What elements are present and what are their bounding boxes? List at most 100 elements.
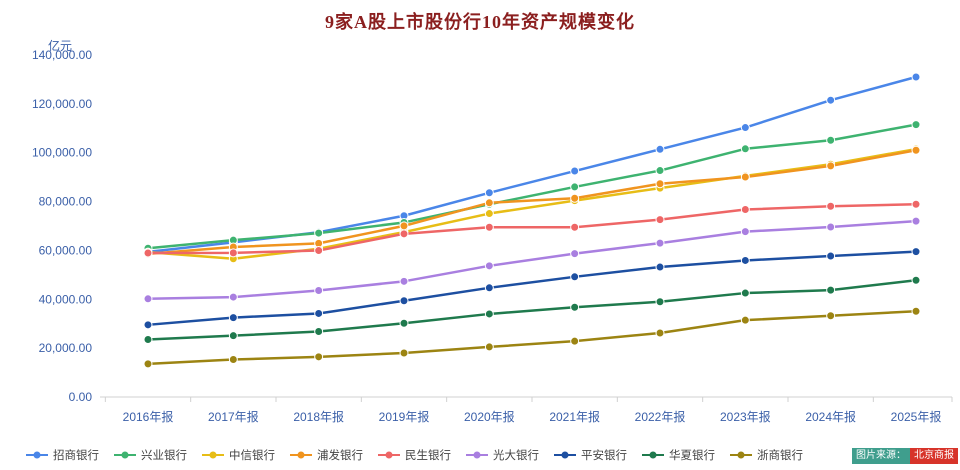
series-point: [484, 222, 494, 232]
series-point: [826, 95, 836, 105]
series-point: [655, 179, 665, 189]
y-axis-unit-label: 亿元: [48, 39, 73, 53]
series-line-光大银行: [146, 219, 918, 301]
series-point: [740, 205, 750, 215]
series-point: [570, 182, 580, 192]
legend-label: 招商银行: [53, 450, 99, 462]
series-point: [826, 201, 836, 211]
series-point: [655, 166, 665, 176]
series-point: [826, 285, 836, 295]
series-point: [143, 248, 153, 258]
series-point: [911, 145, 921, 155]
series-point: [570, 249, 580, 259]
series-point: [314, 352, 324, 362]
legend-item-浙商银行: 浙商银行: [730, 447, 803, 463]
series-point: [911, 120, 921, 130]
legend-label: 平安银行: [581, 450, 627, 462]
legend-item-平安银行: 平安银行: [554, 447, 627, 463]
x-tick-label: 2020年报: [464, 409, 515, 424]
series-line-浙商银行: [146, 310, 918, 366]
series-point: [826, 311, 836, 321]
watermark: 图片来源： 北京商报: [852, 448, 958, 464]
series-point: [399, 296, 409, 306]
y-tick-label: 0.00: [69, 390, 93, 404]
series-line-华夏银行: [146, 278, 918, 341]
series-point: [655, 238, 665, 248]
series-point: [228, 313, 238, 323]
series-point: [826, 135, 836, 145]
x-tick-label: 2024年报: [805, 409, 856, 424]
legend-marker-icon: [466, 451, 488, 459]
series-point: [740, 315, 750, 325]
series-point: [314, 285, 324, 295]
y-tick-label: 60,000.00: [39, 243, 93, 257]
series-point: [399, 348, 409, 358]
chart-legend: 招商银行 兴业银行 中信银行 浦发银行 民生银行 光大银行 平安银行 华夏银行 浙商银行: [26, 447, 803, 463]
x-tick-label: 2018年报: [293, 409, 344, 424]
series-point: [399, 318, 409, 328]
legend-item-招商银行: 招商银行: [26, 447, 99, 463]
series-point: [826, 161, 836, 171]
series-point: [484, 209, 494, 219]
series-line-中信银行: [146, 147, 918, 260]
series-point: [911, 247, 921, 257]
y-tick-label: 40,000.00: [39, 292, 93, 306]
watermark-source-label: 图片来源：: [852, 448, 910, 464]
series-point: [484, 261, 494, 271]
series-point: [570, 222, 580, 232]
series-point: [143, 320, 153, 330]
series-point: [911, 306, 921, 316]
series-point: [826, 222, 836, 232]
legend-item-华夏银行: 华夏银行: [642, 447, 715, 463]
y-tick-label: 120,000.00: [32, 97, 92, 111]
legend-label: 华夏银行: [669, 450, 715, 462]
series-point: [740, 123, 750, 133]
series-point: [228, 355, 238, 365]
series-point: [399, 229, 409, 239]
legend-marker-icon: [554, 451, 576, 459]
series-point: [655, 328, 665, 338]
series-point: [655, 144, 665, 154]
series-point: [484, 188, 494, 198]
series-point: [740, 288, 750, 298]
series-point: [484, 309, 494, 319]
legend-item-中信银行: 中信银行: [202, 447, 275, 463]
series-point: [570, 166, 580, 176]
legend-marker-icon: [642, 451, 664, 459]
series-point: [655, 297, 665, 307]
legend-marker-icon: [202, 451, 224, 459]
series-point: [143, 294, 153, 304]
series-point: [399, 221, 409, 231]
x-tick-label: 2022年报: [635, 409, 686, 424]
series-point: [399, 276, 409, 286]
series-point: [314, 308, 324, 318]
series-point: [570, 193, 580, 203]
series-point: [911, 72, 921, 82]
series-point: [228, 331, 238, 341]
series-line-招商银行: [146, 75, 918, 254]
series-point: [143, 334, 153, 344]
x-tick-label: 2023年报: [720, 409, 771, 424]
y-tick-label: 140,000.00: [32, 48, 92, 62]
legend-label: 兴业银行: [141, 450, 187, 462]
series-point: [570, 272, 580, 282]
y-tick-label: 20,000.00: [39, 341, 93, 355]
legend-item-光大银行: 光大银行: [466, 447, 539, 463]
series-point: [570, 302, 580, 312]
legend-item-兴业银行: 兴业银行: [114, 447, 187, 463]
legend-label: 光大银行: [493, 450, 539, 462]
x-tick-label: 2021年报: [549, 409, 600, 424]
series-point: [143, 359, 153, 369]
series-point: [484, 283, 494, 293]
series-point: [911, 275, 921, 285]
line-chart: 0.00 20,000.00 40,000.00 60,000.00 80,000.00…: [32, 48, 953, 424]
series-point: [740, 144, 750, 154]
series-point: [655, 262, 665, 272]
legend-marker-icon: [730, 451, 752, 459]
series-point: [484, 342, 494, 352]
x-tick-label: 2017年报: [208, 409, 259, 424]
legend-label: 浙商银行: [757, 450, 803, 462]
series-line-平安银行: [146, 250, 918, 327]
series-point: [655, 215, 665, 225]
